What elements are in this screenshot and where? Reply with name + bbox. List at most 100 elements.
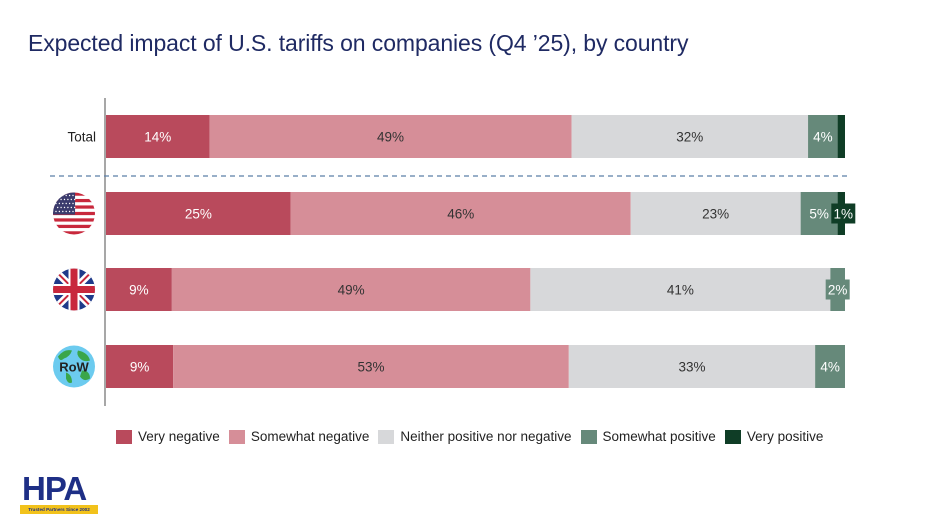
flag-star <box>74 206 76 209</box>
flag-stripe <box>53 224 95 229</box>
flag-star <box>55 210 57 213</box>
bar-segment-somewhat-negative <box>290 192 631 235</box>
chart-legend: Very negative Somewhat negative Neither po… <box>116 429 832 444</box>
data-label: 9% <box>130 360 150 375</box>
flag-stripe <box>53 231 95 235</box>
flag-cross-red <box>70 268 78 311</box>
logo-tagline: Trusted Partners Since 2002 <box>20 505 98 514</box>
legend-label: Very negative <box>138 429 220 444</box>
legend-label: Neither positive nor negative <box>400 429 572 444</box>
uk-flag-icon <box>53 268 95 311</box>
chart-title: Expected impact of U.S. tariffs on compa… <box>28 30 689 56</box>
legend-label: Somewhat positive <box>602 429 716 444</box>
logo-wordmark: HPA <box>22 470 87 507</box>
data-label: 32% <box>676 130 703 145</box>
flag-star <box>62 194 64 197</box>
flag-star <box>63 198 66 201</box>
flag-star <box>62 210 64 213</box>
flag-star <box>58 210 61 213</box>
flag-star <box>65 210 67 213</box>
bar-segment-somewhat-negative <box>171 268 531 311</box>
flag-star <box>70 206 73 209</box>
bar-row-united-states: 25% 46% 23% 5% 1% <box>106 192 856 235</box>
legend-label: Somewhat negative <box>250 429 370 444</box>
bar-segment-very-negative <box>106 345 174 388</box>
flag-star <box>62 202 64 205</box>
globe-land <box>66 372 72 383</box>
legend-swatch <box>116 429 132 444</box>
flag-star <box>72 202 74 205</box>
bar-segment-neither-positive-nor-negative <box>568 345 816 388</box>
flag-stripe <box>53 218 95 222</box>
bar-segment-somewhat-positive <box>808 115 838 158</box>
legend-item-very-negative: Very negative <box>116 429 220 444</box>
bar-segment-somewhat-positive <box>815 345 845 388</box>
data-label: 49% <box>377 130 404 145</box>
legend-swatch <box>378 429 395 444</box>
data-label: 14% <box>144 130 171 145</box>
legend-item-neither-positive-nor-negative: Neither positive nor negative <box>378 429 572 444</box>
legend-label: Very positive <box>746 429 824 444</box>
bar-segment-very-positive <box>837 115 845 158</box>
data-label-badge <box>831 203 856 224</box>
bar-segment-very-negative <box>106 268 172 311</box>
flag-star <box>72 210 74 213</box>
flag-star <box>65 202 67 205</box>
bar-segment-neither-positive-nor-negative <box>630 192 801 235</box>
globe-land <box>58 350 72 361</box>
data-label: 9% <box>129 283 149 298</box>
bar-segment-somewhat-negative <box>209 115 572 158</box>
data-label-badge <box>825 279 850 300</box>
flag-star <box>67 198 69 201</box>
legend-swatch <box>228 429 245 444</box>
data-label: 49% <box>338 283 365 298</box>
data-label: 33% <box>678 360 705 375</box>
us-flag-icon <box>53 192 95 235</box>
bar-segment-somewhat-negative <box>173 345 569 388</box>
flag-star <box>65 194 67 197</box>
legend-item-somewhat-negative: Somewhat negative <box>228 429 370 444</box>
globe-land <box>77 350 90 362</box>
flag-star <box>57 198 59 201</box>
flag-star <box>55 194 57 197</box>
flag-star <box>67 206 69 209</box>
flag-star <box>68 210 71 213</box>
data-label: 5% <box>809 207 829 222</box>
data-label: 46% <box>447 207 474 222</box>
data-label: 4% <box>820 360 840 375</box>
legend-item-very-positive: Very positive <box>724 429 824 444</box>
bar-row-row: 9% 53% 33% 4% <box>106 345 845 388</box>
legend-item-somewhat-positive: Somewhat positive <box>580 429 716 444</box>
globe-land <box>80 370 90 381</box>
data-label: 25% <box>185 207 212 222</box>
flag-star <box>68 194 71 197</box>
data-label: 4% <box>813 130 833 145</box>
globe-row-icon: RoW <box>53 345 95 388</box>
bar-segment-neither-positive-nor-negative <box>571 115 809 158</box>
flag-star <box>60 198 62 201</box>
flag-star <box>60 206 62 209</box>
hpa-logo: HPA Trusted Partners Since 2002 <box>20 470 102 520</box>
data-label: 1% <box>834 207 854 222</box>
flag-star <box>58 202 61 205</box>
flag-star <box>72 194 74 197</box>
bar-row-united-kingdom: 9% 49% 41% 2% <box>106 268 850 311</box>
category-label-total: Total <box>67 130 96 145</box>
flag-star <box>63 206 66 209</box>
data-label: 23% <box>702 207 729 222</box>
flag-star <box>55 202 57 205</box>
legend-swatch <box>724 429 741 444</box>
legend-swatch <box>580 429 597 444</box>
data-label: 53% <box>357 360 384 375</box>
bar-row-total: 14% 49% 32% 4% <box>106 115 845 158</box>
data-label: 2% <box>828 283 848 298</box>
bar-segment-neither-positive-nor-negative <box>530 268 831 311</box>
flag-star <box>74 198 76 201</box>
bar-segment-very-negative <box>106 192 291 235</box>
bar-segment-very-negative <box>106 115 210 158</box>
flag-star <box>58 194 61 197</box>
category-label-row: RoW <box>59 360 89 375</box>
data-label: 41% <box>667 283 694 298</box>
flag-star <box>70 198 73 201</box>
